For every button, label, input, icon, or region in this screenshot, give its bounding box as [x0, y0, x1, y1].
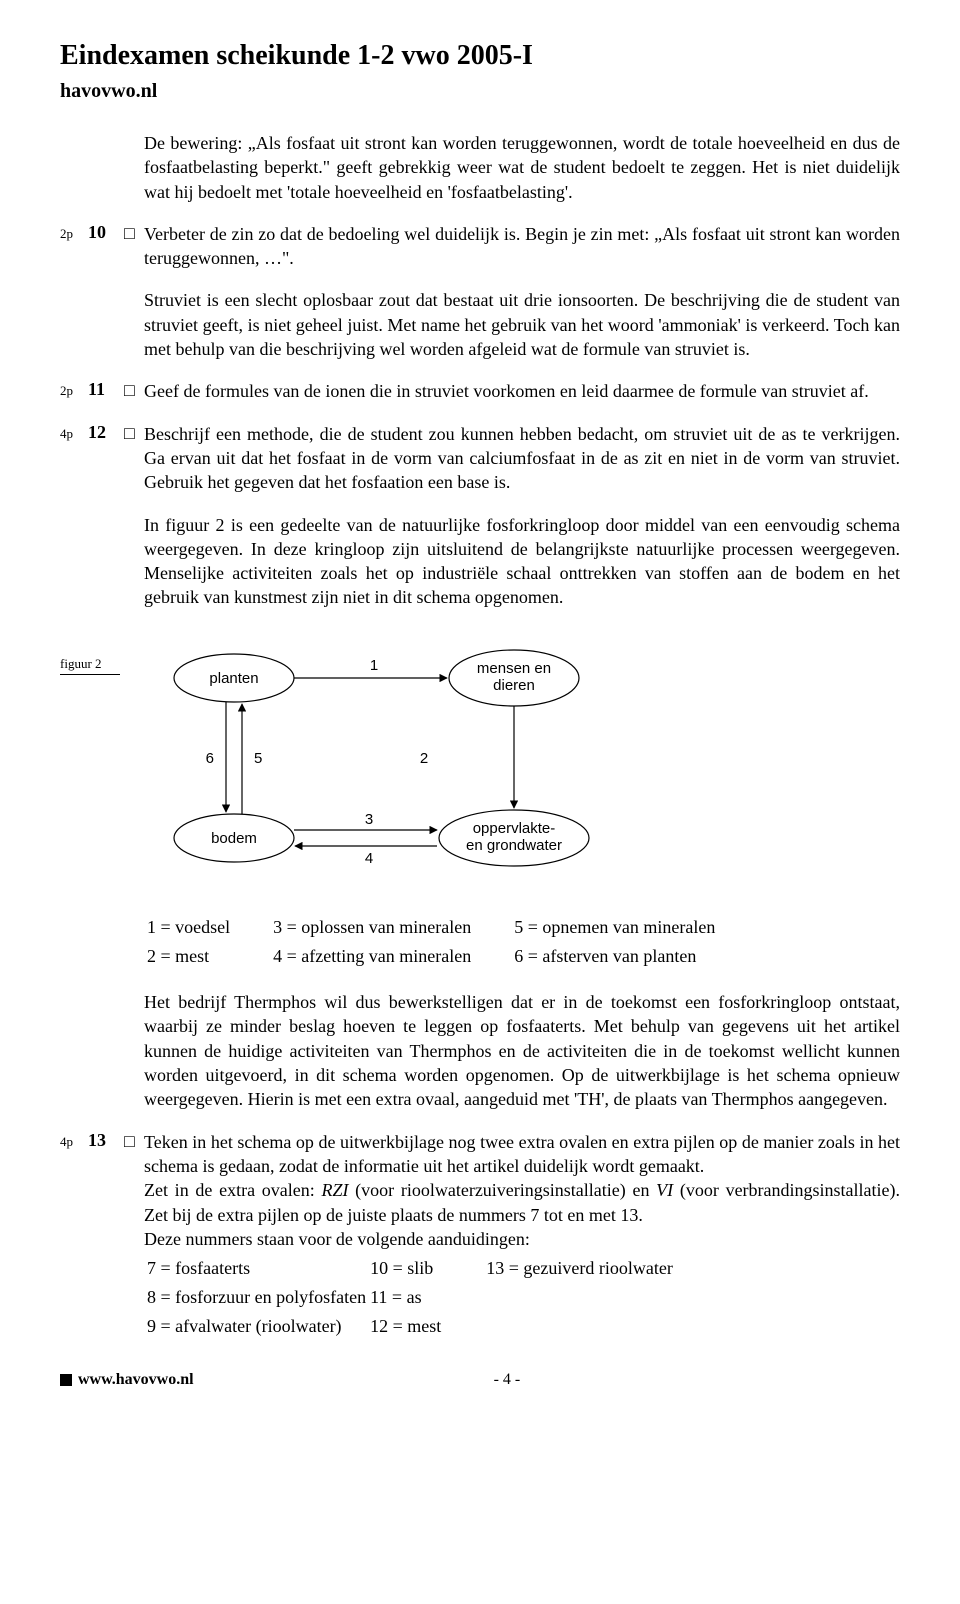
legend-1: 1 = voedsel — [146, 914, 270, 941]
q10-points: 2p — [60, 222, 88, 242]
paragraph-thermphos: Het bedrijf Thermphos wil dus bewerkstel… — [144, 990, 900, 1111]
q13-number: 13 — [88, 1130, 124, 1151]
node-water-l1: oppervlakte- — [473, 820, 556, 837]
q13-text-b: Zet in de extra ovalen: RZI (voor rioolw… — [144, 1178, 900, 1227]
legend-table: 1 = voedsel 3 = oplossen van mineralen 5… — [144, 912, 757, 972]
legend-3: 3 = oplossen van mineralen — [272, 914, 511, 941]
edge-label-4: 4 — [365, 850, 373, 867]
edge-label-6: 6 — [206, 750, 214, 767]
q12-text: Beschrijf een methode, die de student zo… — [144, 422, 900, 495]
page-title: Eindexamen scheikunde 1-2 vwo 2005-I — [60, 40, 900, 72]
legend-4: 4 = afzetting van mineralen — [272, 943, 511, 970]
q13-checkbox-icon: □ — [124, 1130, 144, 1152]
q13-11: 11 = as — [369, 1284, 483, 1311]
q11-checkbox-icon: □ — [124, 379, 144, 401]
q13-12: 12 = mest — [369, 1313, 483, 1340]
edge-label-2: 2 — [420, 750, 428, 767]
q13-text-c: Deze nummers staan voor de volgende aand… — [144, 1227, 900, 1251]
page-footer: www.havovwo.nl - 4 - — [60, 1371, 900, 1389]
q11-text: Geef de formules van de ionen die in str… — [144, 379, 900, 403]
paragraph-figuur2-intro: In figuur 2 is een gedeelte van de natuu… — [144, 513, 900, 610]
intro-paragraph: De bewering: „Als fosfaat uit stront kan… — [144, 131, 900, 204]
footer-page-number: - 4 - — [494, 1371, 521, 1389]
q11-number: 11 — [88, 379, 124, 400]
q10-checkbox-icon: □ — [124, 222, 144, 244]
q13-points: 4p — [60, 1130, 88, 1150]
q13-10: 10 = slib — [369, 1255, 483, 1282]
question-11: 2p 11 □ Geef de formules van de ionen di… — [60, 379, 900, 403]
q11-points: 2p — [60, 379, 88, 399]
q10-text: Verbeter de zin zo dat de bedoeling wel … — [144, 222, 900, 271]
question-10: 2p 10 □ Verbeter de zin zo dat de bedoel… — [60, 222, 900, 271]
q13-text-a: Teken in het schema op de uitwerkbijlage… — [144, 1130, 900, 1179]
footer-bullet-icon — [60, 1374, 72, 1386]
edge-label-3: 3 — [365, 811, 373, 828]
edge-label-5: 5 — [254, 750, 262, 767]
q13-number-table: 7 = fosfaaterts 10 = slib 13 = gezuiverd… — [144, 1253, 676, 1343]
q13-9: 9 = afvalwater (rioolwater) — [146, 1313, 367, 1340]
question-12: 4p 12 □ Beschrijf een methode, die de st… — [60, 422, 900, 495]
q13-8: 8 = fosforzuur en polyfosfaten — [146, 1284, 367, 1311]
q12-checkbox-icon: □ — [124, 422, 144, 444]
q12-number: 12 — [88, 422, 124, 443]
node-water-l2: en grondwater — [466, 837, 562, 854]
figure-2: figuur 2 planten mensen en dieren bodem … — [60, 628, 900, 888]
edge-label-1: 1 — [370, 657, 378, 674]
paragraph-struviet: Struviet is een slecht oplosbaar zout da… — [144, 288, 900, 361]
figure-label: figuur 2 — [60, 656, 102, 671]
diagram-svg: planten mensen en dieren bodem oppervlak… — [144, 628, 664, 888]
figure-label-underline — [60, 674, 120, 675]
node-planten: planten — [209, 670, 258, 687]
q12-points: 4p — [60, 422, 88, 442]
site-name: havovwo.nl — [60, 80, 900, 103]
node-bodem: bodem — [211, 830, 257, 847]
q13-7: 7 = fosfaaterts — [146, 1255, 367, 1282]
node-mensen-l1: mensen en — [477, 660, 551, 677]
question-13: 4p 13 □ Teken in het schema op de uitwer… — [60, 1130, 900, 1343]
legend-5: 5 = opnemen van mineralen — [513, 914, 755, 941]
footer-site: www.havovwo.nl — [78, 1371, 194, 1389]
legend-6: 6 = afsterven van planten — [513, 943, 755, 970]
q13-13: 13 = gezuiverd rioolwater — [485, 1255, 674, 1282]
q10-number: 10 — [88, 222, 124, 243]
node-mensen-l2: dieren — [493, 677, 535, 694]
legend-2: 2 = mest — [146, 943, 270, 970]
